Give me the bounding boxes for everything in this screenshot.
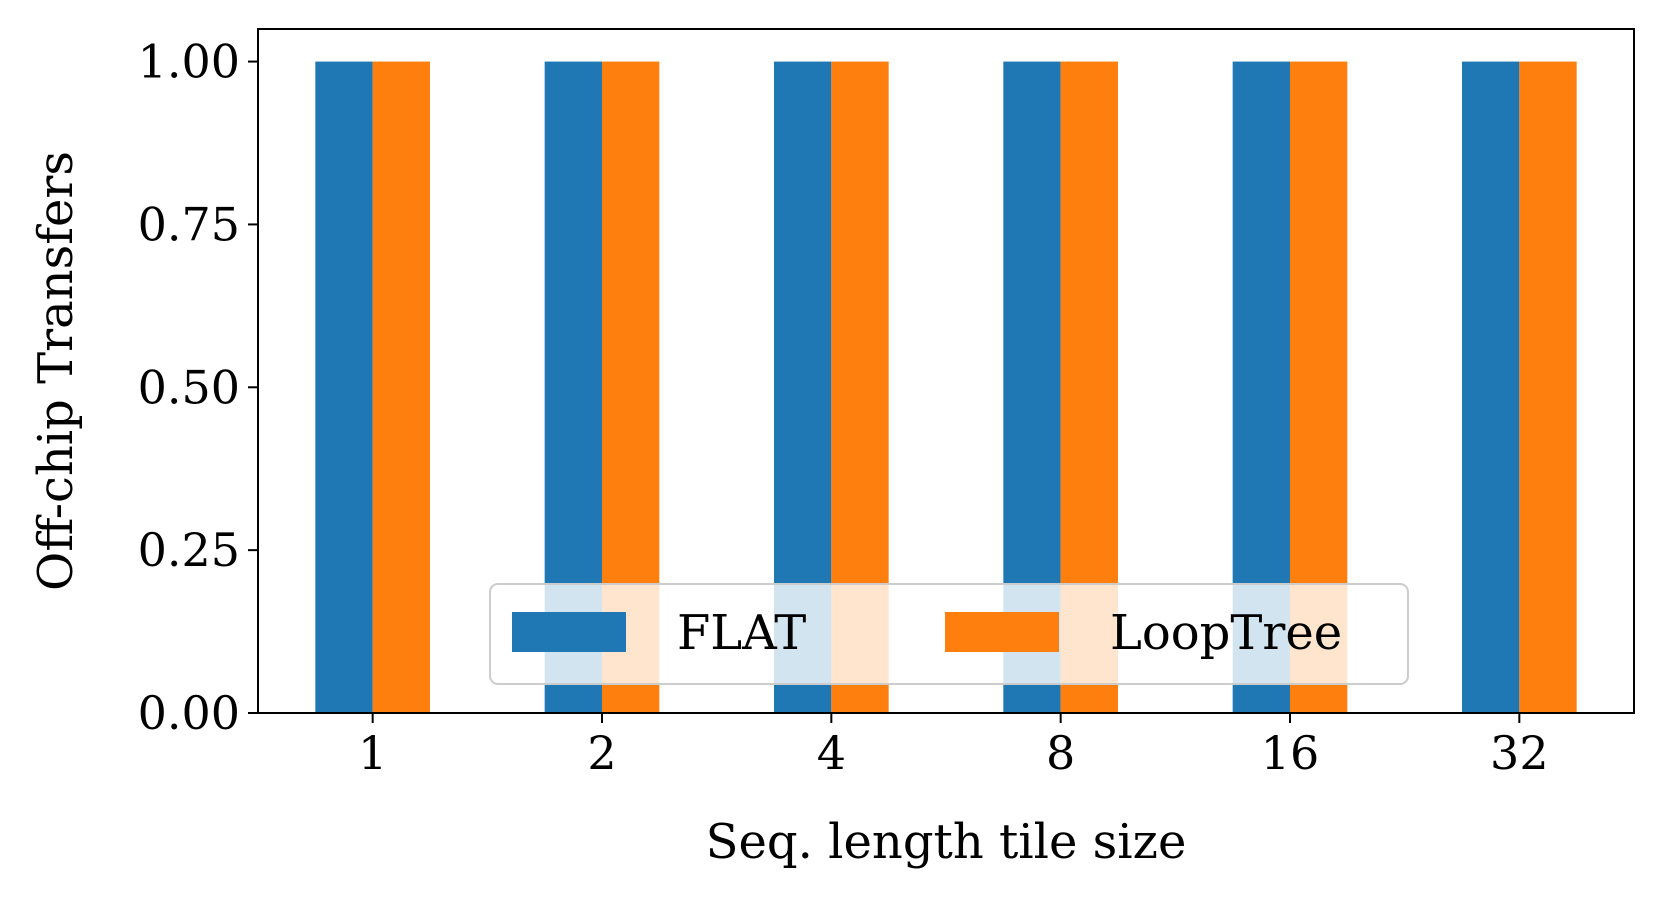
y-tick-label: 0.25 [138,523,240,577]
y-tick-label: 1.00 [138,35,240,89]
y-axis-ticks: 0.00 0.25 0.50 0.75 1.00 [138,35,258,740]
legend-swatch-flat [512,612,626,652]
x-tick-label: 32 [1490,726,1549,780]
y-tick-label: 0.00 [138,686,240,740]
bar-looptree-1 [372,61,430,714]
bar-flat-32 [1462,61,1520,714]
x-tick-label: 8 [1046,726,1075,780]
x-axis-label: Seq. length tile size [706,814,1187,870]
x-tick-label: 4 [817,726,846,780]
legend-swatch-looptree [945,612,1059,652]
x-tick-label: 16 [1261,726,1320,780]
bar-flat-1 [315,61,373,714]
legend-label-flat: FLAT [677,605,806,661]
y-tick-label: 0.75 [138,197,240,251]
y-axis-label: Off-chip Transfers [28,151,84,591]
bar-looptree-32 [1519,61,1577,714]
x-tick-label: 2 [587,726,616,780]
legend-label-looptree: LoopTree [1110,605,1342,661]
x-axis-ticks: 1 2 4 8 16 32 [358,713,1549,780]
y-tick-label: 0.50 [138,360,240,414]
x-tick-label: 1 [358,726,387,780]
axes-frame [257,28,1635,714]
legend: FLAT LoopTree [489,583,1409,685]
